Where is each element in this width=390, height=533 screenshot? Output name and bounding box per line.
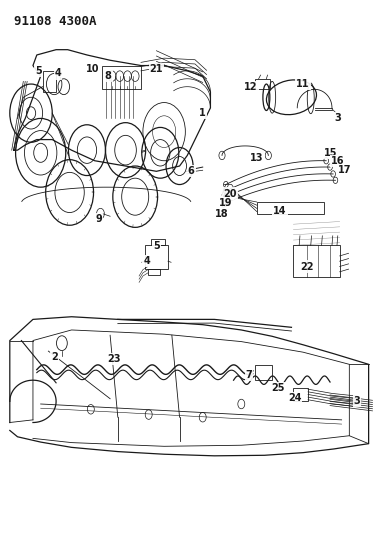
Text: 17: 17 <box>338 165 351 175</box>
Text: 4: 4 <box>55 68 61 78</box>
Bar <box>293 388 308 401</box>
Text: 3: 3 <box>334 114 341 124</box>
Text: 15: 15 <box>324 148 338 158</box>
Bar <box>43 71 56 92</box>
Text: 11: 11 <box>296 79 310 89</box>
Bar <box>255 366 272 380</box>
Text: 18: 18 <box>215 208 229 219</box>
Text: 2: 2 <box>51 352 58 362</box>
Text: 5: 5 <box>35 66 42 76</box>
Text: 9: 9 <box>95 214 102 224</box>
Text: 21: 21 <box>150 64 163 74</box>
Bar <box>255 79 270 90</box>
Text: 10: 10 <box>86 64 99 74</box>
Text: 5: 5 <box>153 241 160 252</box>
Text: 1: 1 <box>199 108 206 118</box>
Text: 12: 12 <box>244 82 258 92</box>
Bar <box>103 66 141 90</box>
Text: 91108 4300A: 91108 4300A <box>14 15 96 28</box>
Bar <box>151 239 165 245</box>
Text: 20: 20 <box>223 189 236 198</box>
Text: 23: 23 <box>107 354 121 364</box>
Text: 7: 7 <box>246 370 252 380</box>
Text: 19: 19 <box>219 198 232 208</box>
Text: 6: 6 <box>188 166 195 176</box>
Bar <box>148 269 160 276</box>
Bar <box>145 245 168 269</box>
Text: 25: 25 <box>271 383 285 393</box>
Text: 8: 8 <box>105 71 112 81</box>
Text: 4: 4 <box>144 256 150 266</box>
Text: 22: 22 <box>300 262 314 271</box>
Text: 14: 14 <box>273 206 287 216</box>
Bar <box>293 245 340 277</box>
Text: 13: 13 <box>250 153 264 163</box>
Text: 16: 16 <box>331 156 344 166</box>
Text: 3: 3 <box>354 397 360 406</box>
Bar <box>257 202 324 214</box>
Text: 24: 24 <box>288 393 301 402</box>
